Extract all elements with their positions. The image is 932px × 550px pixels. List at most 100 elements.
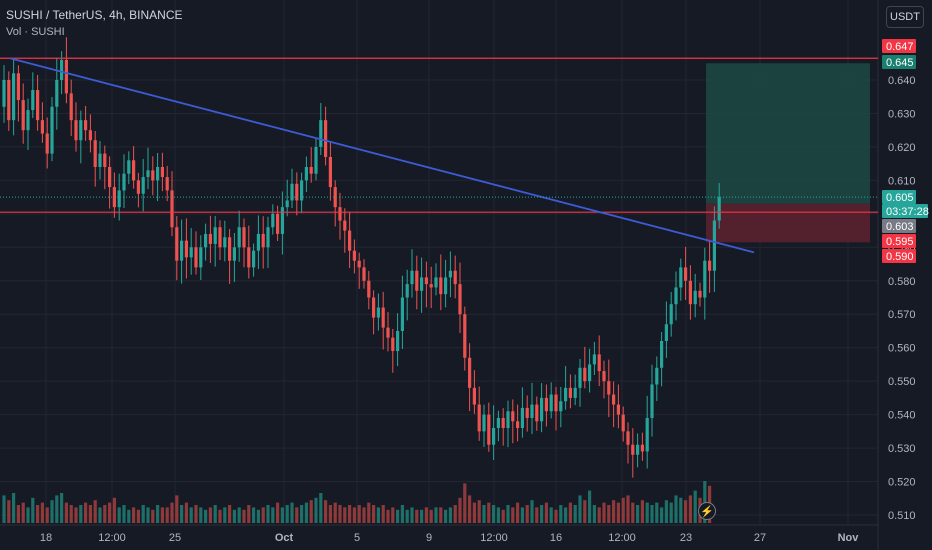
volume-bar (357, 505, 361, 523)
candle-body (573, 387, 577, 398)
candle-body (626, 431, 630, 445)
candle-body (36, 90, 40, 121)
volume-bar (50, 500, 54, 523)
chart-grid (0, 0, 879, 550)
candle-body (16, 73, 20, 101)
candle-body (309, 167, 313, 174)
volume-bar (429, 509, 433, 523)
candle-body (592, 354, 596, 365)
volume-bar (415, 509, 419, 523)
volume-bar (544, 502, 548, 523)
volume-bar (132, 507, 136, 523)
candle-body (468, 357, 472, 388)
candle-body (458, 284, 462, 315)
candle-body (170, 190, 174, 228)
volume-bar (554, 509, 558, 523)
candle-body (396, 330, 400, 352)
candle-body (544, 397, 548, 412)
candle-body (578, 367, 582, 388)
volume-bar (612, 500, 616, 523)
volume-bar (271, 507, 275, 523)
candle-body (381, 307, 385, 328)
volume-bar (136, 509, 140, 523)
candle-body (295, 183, 299, 201)
candle-body (703, 260, 707, 298)
candle-body (597, 354, 601, 372)
volume-bar (64, 502, 68, 523)
currency-button[interactable]: USDT (886, 6, 924, 28)
volume-bar (127, 509, 131, 523)
price-axis: 0.6400.6300.6200.6100.6000.5900.5800.570… (888, 75, 916, 522)
volume-bar (261, 507, 265, 523)
volume-bar (141, 505, 145, 523)
candle-body (472, 387, 476, 405)
volume-bar (372, 505, 376, 523)
volume-bar (88, 505, 92, 523)
price-label-bg (882, 190, 916, 204)
x-tick-label: Oct (275, 532, 294, 544)
volume-bar (170, 502, 174, 523)
volume-bar (631, 502, 635, 523)
lightning-icon[interactable]: ⚡ (698, 502, 716, 520)
volume-bar (31, 497, 35, 523)
candle-body (151, 170, 155, 181)
volume-indicator-label[interactable]: Vol · SUSHI (6, 26, 65, 38)
volume-bar (669, 502, 673, 523)
price-label-text: 0.605 (886, 192, 914, 204)
candle-body (640, 444, 644, 452)
volume-bar (256, 509, 260, 523)
candle-body (21, 100, 25, 131)
candle-body (448, 270, 452, 278)
candle-body (679, 267, 683, 288)
volume-bar (439, 507, 443, 523)
candle-body (439, 277, 443, 295)
volume-bar (333, 502, 337, 523)
price-label-bg (882, 219, 916, 233)
candle-body (266, 227, 270, 248)
trendline (9, 57, 755, 254)
candle-body (348, 230, 352, 251)
candle-body (708, 260, 712, 271)
volume-bar (693, 490, 697, 523)
volume-bar (314, 497, 318, 523)
candle-body (127, 160, 131, 174)
volume-bar (636, 505, 640, 523)
candle-body (156, 167, 160, 181)
candle-body (415, 270, 419, 291)
volume-bar (458, 497, 462, 523)
candle-body (530, 404, 534, 418)
volume-bar (79, 505, 83, 523)
volume-bar (386, 509, 390, 523)
candle-body (487, 414, 491, 445)
volume-bar (165, 507, 169, 523)
volume-bar (482, 505, 486, 523)
candle-body (549, 394, 553, 412)
volume-bar (405, 509, 409, 523)
volume-bar (660, 507, 664, 523)
volume-bar (477, 500, 481, 523)
volume-bar (501, 509, 505, 523)
x-tick-label: Nov (838, 532, 860, 544)
candle-body (31, 90, 35, 111)
price-label-text: 03:37:28 (886, 206, 929, 218)
candle-body (204, 233, 208, 248)
candle-body (256, 233, 260, 251)
candle-body (343, 220, 347, 231)
y-tick-label: 0.530 (888, 443, 916, 455)
candle-body (12, 73, 16, 121)
candle-body (516, 421, 520, 428)
candle-body (501, 417, 505, 428)
volume-bar (448, 507, 452, 523)
time-axis: 18 12:00 25 Oct 5 9 12:00 16 12:00 23 27 Nov (40, 532, 859, 544)
volume-bar (650, 505, 654, 523)
candle-body (405, 284, 409, 298)
candle-body (583, 367, 587, 382)
candle-body (621, 414, 625, 432)
volume-bar (472, 502, 476, 523)
volume-bar (645, 502, 649, 523)
volume-bar (300, 505, 304, 523)
candle-body (213, 227, 217, 244)
volume-bar (112, 497, 116, 523)
candle-body (664, 324, 668, 341)
